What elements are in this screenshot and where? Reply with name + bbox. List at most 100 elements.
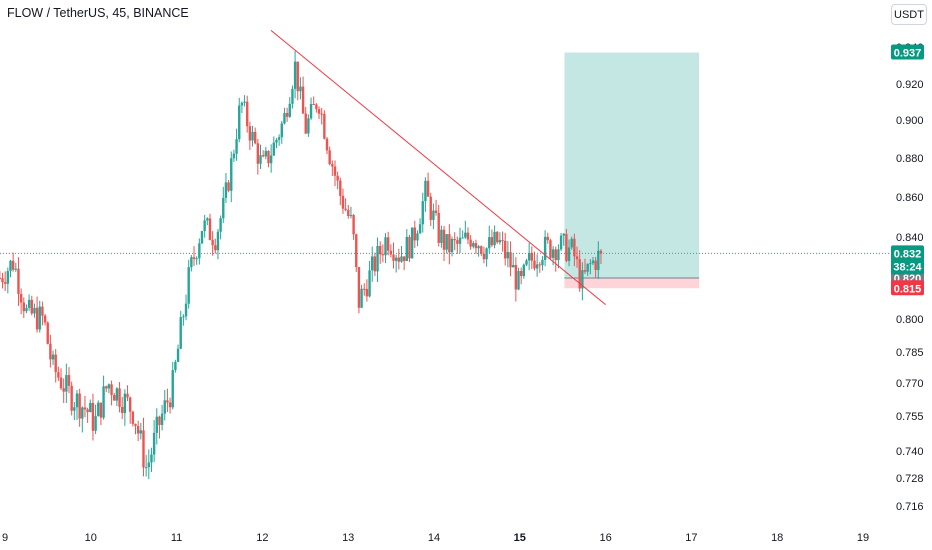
x-tick-label: 17: [685, 532, 697, 544]
y-tick-label: 0.716: [896, 501, 924, 513]
candle-body: [115, 388, 119, 401]
candle-body: [99, 402, 103, 418]
candle-body: [123, 393, 127, 413]
x-tick-label: 19: [857, 532, 869, 544]
candle-body: [565, 233, 568, 261]
x-tick-label: 11: [171, 532, 182, 544]
candle-body: [480, 246, 483, 254]
candle-body: [91, 403, 95, 431]
candle-body: [1, 278, 4, 283]
candle-body: [527, 252, 531, 261]
candle-body: [291, 88, 294, 104]
x-tick-label: 16: [599, 532, 611, 544]
candle-body: [365, 288, 369, 297]
candle-body: [14, 268, 18, 270]
candle-body: [392, 254, 395, 261]
candle-body: [224, 182, 228, 198]
x-tick-label: 12: [256, 532, 268, 544]
candle-body: [285, 113, 289, 117]
candle-body: [307, 118, 310, 134]
candle-body: [171, 370, 174, 408]
price-axis[interactable]: 0.7160.7280.7400.7550.7700.7850.8000.820…: [896, 42, 924, 513]
candle-body: [30, 299, 33, 314]
candle-body: [591, 260, 595, 264]
current-price-badge-bg: [891, 245, 924, 275]
candlestick-series[interactable]: [0, 50, 603, 480]
position-zones: [564, 52, 700, 289]
candle-body: [557, 249, 560, 261]
candle-body: [59, 377, 63, 389]
candle-body: [331, 164, 334, 167]
candle-body: [301, 86, 305, 114]
candle-body: [477, 246, 480, 249]
candle-body: [371, 256, 374, 271]
candle-body: [246, 101, 249, 127]
x-tick-label: 14: [428, 532, 440, 544]
candle-body: [336, 175, 339, 181]
y-tick-label: 0.860: [896, 192, 924, 204]
candle-body: [70, 385, 73, 411]
candle-body: [511, 264, 515, 268]
candle-body: [381, 254, 385, 256]
y-tick-label: 0.800: [896, 314, 924, 326]
candle-body: [267, 150, 270, 164]
candle-body: [309, 104, 313, 119]
candle-body: [67, 375, 71, 386]
candle-body: [562, 233, 565, 236]
candle-body: [251, 131, 254, 141]
candle-body: [341, 195, 345, 209]
candle-body: [498, 240, 502, 243]
candle-body: [54, 354, 57, 373]
candle-body: [75, 393, 79, 408]
candle-body: [219, 218, 222, 232]
candle-body: [389, 250, 393, 255]
candle-body: [304, 113, 307, 134]
candle-body: [192, 257, 196, 259]
candle-body: [551, 249, 555, 258]
candle-body: [227, 182, 230, 191]
currency-button[interactable]: USDT: [891, 4, 927, 25]
candle-body: [269, 155, 273, 164]
candle-body: [320, 113, 323, 115]
candle-body: [429, 196, 432, 220]
candle-body: [150, 454, 153, 463]
candle-body: [299, 86, 302, 92]
candle-body: [434, 210, 438, 213]
candle-body: [315, 104, 318, 110]
candle-body: [559, 235, 563, 250]
candle-body: [49, 343, 52, 360]
x-tick-label: 15: [514, 532, 526, 544]
y-tick-label: 0.785: [896, 347, 924, 359]
candle-body: [65, 375, 68, 392]
candle-body: [344, 208, 347, 210]
candle-body: [160, 413, 164, 425]
candle-body: [182, 316, 185, 318]
candle-body: [208, 218, 212, 240]
candle-body: [416, 233, 419, 241]
candle-body: [599, 250, 603, 254]
candle-body: [184, 303, 188, 317]
candle-body: [27, 299, 31, 308]
candle-body: [296, 61, 299, 92]
candle-body: [400, 256, 403, 262]
candle-body: [450, 238, 454, 253]
x-tick-label: 10: [85, 532, 97, 544]
candle-body: [456, 240, 459, 244]
candle-body: [448, 234, 451, 253]
candle-body: [352, 215, 355, 235]
candle-body: [317, 109, 321, 114]
candle-body: [535, 264, 539, 269]
time-axis[interactable]: 9 10 11 12 13 14 15 16 17 18 19: [2, 532, 869, 544]
candle-body: [89, 403, 92, 413]
candle-body: [472, 243, 475, 247]
chart-title: FLOW / TetherUS, 45, BINANCE: [7, 6, 189, 20]
candle-body: [206, 218, 209, 221]
candle-body: [264, 150, 268, 157]
candle-body: [3, 282, 7, 284]
candle-body: [41, 306, 44, 316]
candle-body: [179, 317, 182, 349]
candle-body: [525, 260, 528, 265]
x-tick-label: 18: [771, 532, 783, 544]
bar-countdown-label: 38:24: [893, 261, 922, 273]
